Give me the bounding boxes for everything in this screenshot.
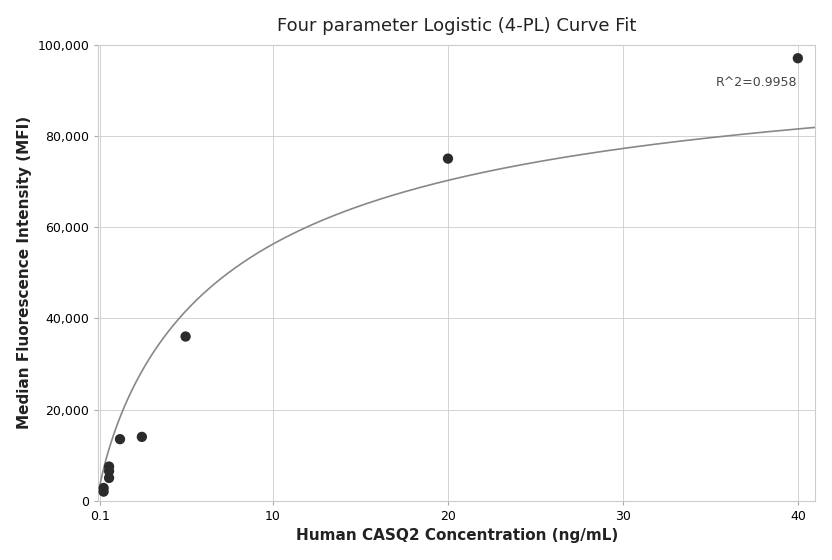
Point: [791, 54, 805, 63]
Point: [102, 466, 116, 475]
Point: [136, 432, 149, 441]
Y-axis label: Median Fluorescence Intensity (MFI): Median Fluorescence Intensity (MFI): [17, 116, 32, 429]
Point: [102, 462, 116, 471]
Text: R^2=0.9958: R^2=0.9958: [716, 77, 797, 90]
Point: [441, 154, 454, 163]
Point: [102, 473, 116, 482]
Point: [97, 483, 111, 492]
Point: [113, 435, 126, 444]
X-axis label: Human CASQ2 Concentration (ng/mL): Human CASQ2 Concentration (ng/mL): [295, 528, 618, 543]
Point: [97, 487, 111, 496]
Title: Four parameter Logistic (4-PL) Curve Fit: Four parameter Logistic (4-PL) Curve Fit: [277, 17, 636, 35]
Point: [179, 332, 192, 341]
